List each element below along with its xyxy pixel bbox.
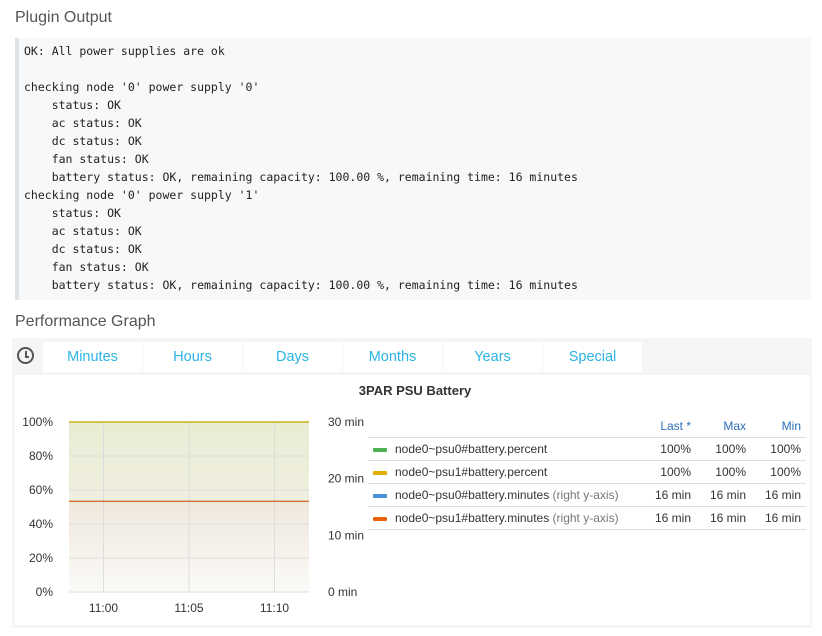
legend-header-name bbox=[368, 415, 641, 438]
chart-title: 3PAR PSU Battery bbox=[358, 383, 472, 398]
time-range-tabs: Minutes Hours Days Months Years Special bbox=[43, 342, 643, 372]
legend-swatch bbox=[373, 493, 387, 498]
legend-series: node0~psu0#battery.minutes (right y-axis… bbox=[368, 483, 641, 507]
legend-value-last: 100% bbox=[641, 460, 696, 484]
tab-minutes[interactable]: Minutes bbox=[43, 342, 142, 372]
plugin-output-line: ac status: OK bbox=[24, 224, 142, 238]
legend-value-last: 100% bbox=[641, 437, 696, 461]
legend-value-max: 16 min bbox=[696, 506, 751, 530]
legend-value-last: 16 min bbox=[641, 483, 696, 507]
legend-swatch bbox=[373, 516, 387, 521]
tab-special[interactable]: Special bbox=[543, 342, 642, 372]
plugin-output-line: dc status: OK bbox=[24, 134, 142, 148]
legend-value-min: 100% bbox=[751, 460, 806, 484]
clock-icon[interactable] bbox=[17, 347, 34, 364]
legend-series-name: node0~psu1#battery.minutes bbox=[395, 511, 550, 525]
tab-hours[interactable]: Hours bbox=[143, 342, 242, 372]
legend-series: node0~psu1#battery.minutes (right y-axis… bbox=[368, 506, 641, 530]
y-right-tick-label: 0 min bbox=[328, 585, 357, 599]
x-tick-label: 11:05 bbox=[174, 601, 203, 615]
plugin-output-text: OK: All power supplies are ok checking n… bbox=[19, 38, 811, 294]
plugin-output-line: battery status: OK, remaining capacity: … bbox=[24, 278, 578, 292]
legend-row[interactable]: node0~psu1#battery.minutes (right y-axis… bbox=[368, 506, 806, 530]
x-tick-label: 11:00 bbox=[89, 601, 118, 615]
legend-value-max: 100% bbox=[696, 460, 751, 484]
performance-graph-title: Performance Graph bbox=[15, 313, 156, 330]
tab-years[interactable]: Years bbox=[443, 342, 542, 372]
y-left-tick-label: 100% bbox=[22, 415, 53, 429]
plugin-output-line: fan status: OK bbox=[24, 260, 149, 274]
y-left-tick-label: 60% bbox=[29, 483, 53, 497]
plugin-output-line: battery status: OK, remaining capacity: … bbox=[24, 170, 578, 184]
tab-days[interactable]: Days bbox=[243, 342, 342, 372]
legend-value-min: 100% bbox=[751, 437, 806, 461]
legend-value-last: 16 min bbox=[641, 506, 696, 530]
legend-row[interactable]: node0~psu0#battery.percent 100% 100% 100% bbox=[368, 437, 806, 461]
legend-series: node0~psu0#battery.percent bbox=[368, 437, 641, 461]
chart-legend: Last * Max Min node0~psu0#battery.percen… bbox=[368, 415, 806, 530]
y-right-tick-label: 20 min bbox=[328, 472, 364, 486]
plugin-output-line: status: OK bbox=[24, 206, 121, 220]
legend-header-last[interactable]: Last * bbox=[641, 415, 696, 438]
legend-series: node0~psu1#battery.percent bbox=[368, 460, 641, 484]
plugin-output-line: checking node '0' power supply '1' bbox=[24, 188, 260, 202]
legend-axis-note: (right y-axis) bbox=[549, 488, 619, 502]
legend-axis-note: (right y-axis) bbox=[549, 511, 619, 525]
plugin-output-box: OK: All power supplies are ok checking n… bbox=[15, 38, 811, 300]
legend-header-max: Max bbox=[696, 415, 751, 438]
plugin-output-line: status: OK bbox=[24, 98, 121, 112]
legend-value-max: 100% bbox=[696, 437, 751, 461]
legend-series-name: node0~psu0#battery.minutes bbox=[395, 488, 550, 502]
y-left-tick-label: 20% bbox=[29, 551, 53, 565]
y-right-tick-label: 30 min bbox=[328, 415, 364, 429]
legend-swatch bbox=[373, 470, 387, 475]
x-tick-label: 11:10 bbox=[260, 601, 289, 615]
y-right-tick-label: 10 min bbox=[328, 528, 364, 542]
legend-row[interactable]: node0~psu0#battery.minutes (right y-axis… bbox=[368, 483, 806, 507]
plugin-output-line: ac status: OK bbox=[24, 116, 142, 130]
plugin-output-line: dc status: OK bbox=[24, 242, 142, 256]
legend-header-min: Min bbox=[751, 415, 806, 438]
plugin-output-title: Plugin Output bbox=[15, 9, 112, 26]
y-left-tick-label: 40% bbox=[29, 517, 53, 531]
legend-swatch bbox=[373, 447, 387, 452]
y-left-tick-label: 0% bbox=[36, 585, 54, 599]
plugin-output-line: fan status: OK bbox=[24, 152, 149, 166]
legend-value-max: 16 min bbox=[696, 483, 751, 507]
tab-months[interactable]: Months bbox=[343, 342, 442, 372]
plugin-output-line: checking node '0' power supply '0' bbox=[24, 80, 260, 94]
legend-series-name: node0~psu1#battery.percent bbox=[395, 465, 548, 479]
y-left-tick-label: 80% bbox=[29, 449, 53, 463]
legend-value-min: 16 min bbox=[751, 506, 806, 530]
plugin-output-line: OK: All power supplies are ok bbox=[24, 44, 225, 58]
legend-series-name: node0~psu0#battery.percent bbox=[395, 442, 548, 456]
legend-row[interactable]: node0~psu1#battery.percent 100% 100% 100% bbox=[368, 460, 806, 484]
legend-value-min: 16 min bbox=[751, 483, 806, 507]
